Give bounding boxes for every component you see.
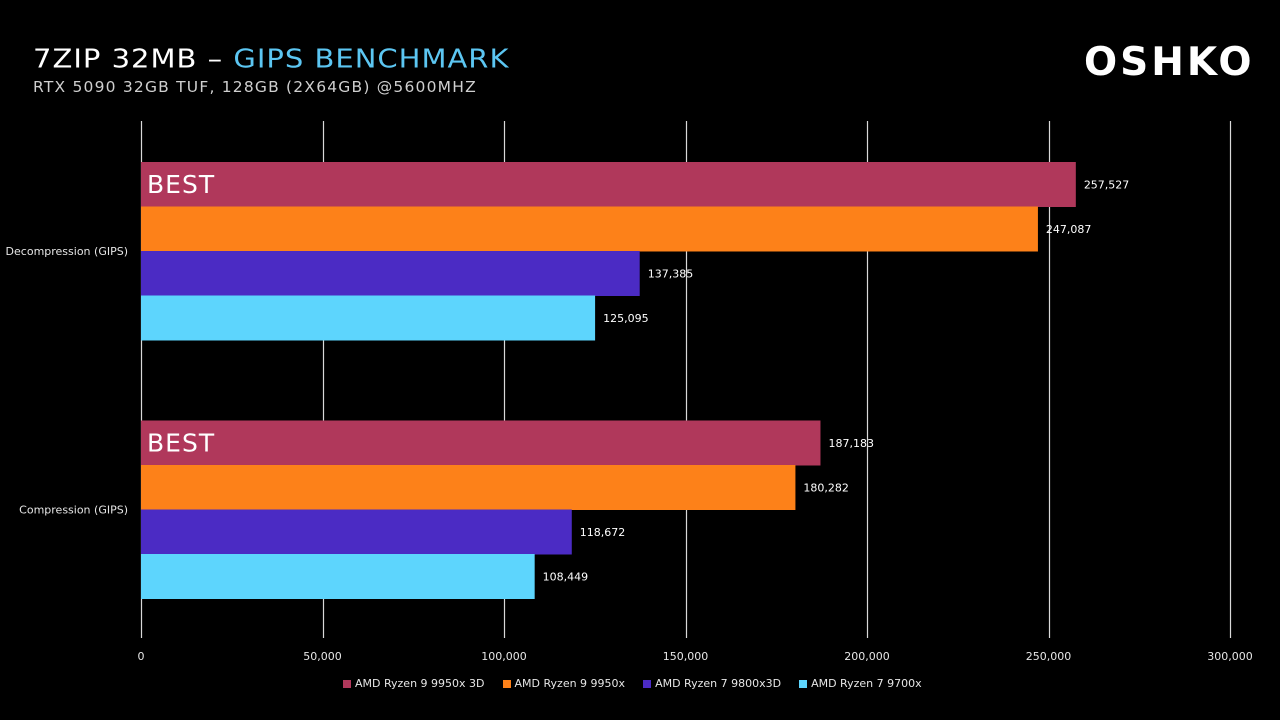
x-tick-label: 0 — [138, 650, 145, 663]
bar — [141, 206, 1038, 252]
legend-label: AMD Ryzen 9 9950x — [514, 677, 626, 690]
legend-item: AMD Ryzen 9 9950x — [502, 677, 626, 690]
legend-item: AMD Ryzen 7 9800x3D — [643, 677, 781, 690]
bar — [141, 465, 796, 510]
x-tick-label: 50,000 — [303, 650, 342, 663]
title-main: 7ZIP 32MB – — [33, 43, 234, 74]
legend-label: AMD Ryzen 7 9800x3D — [655, 677, 782, 690]
data-label: 257,527 — [1084, 178, 1130, 191]
x-tick-label: 250,000 — [1026, 650, 1072, 663]
chart-subtitle: RTX 5090 32GB TUF, 128GB (2X64GB) @5600M… — [33, 78, 477, 96]
data-label: 108,449 — [543, 570, 589, 583]
legend-swatch — [643, 679, 652, 688]
bar — [141, 162, 1076, 207]
bar — [141, 420, 821, 466]
x-tick-label: 150,000 — [663, 650, 709, 663]
legend-item: AMD Ryzen 7 9700x — [799, 677, 922, 690]
data-label: 180,282 — [803, 481, 849, 494]
bar — [141, 509, 572, 555]
legend-label: AMD Ryzen 9 9950x 3D — [355, 677, 485, 690]
best-annotation: BEST — [147, 170, 215, 199]
legend: AMD Ryzen 9 9950x 3D AMD Ryzen 9 9950x AMD… — [343, 677, 940, 690]
data-label: 137,385 — [648, 267, 694, 280]
data-label: 125,095 — [603, 312, 649, 325]
x-tick-label: 300,000 — [1207, 650, 1253, 663]
data-label: 118,672 — [580, 526, 626, 539]
legend-swatch — [343, 679, 351, 688]
bar — [141, 295, 596, 341]
legend-swatch — [502, 679, 511, 688]
x-tick-labels: 0 50,000 100,000 150,000 200,000 250,000 300,0… — [138, 650, 1253, 663]
bars — [141, 162, 1076, 599]
brand-logo: OSHKO — [1084, 40, 1255, 85]
bar — [141, 554, 535, 599]
chart-title: 7ZIP 32MB – GIPS BENCHMARK — [33, 43, 509, 74]
legend-swatch — [799, 679, 808, 688]
bar — [141, 251, 640, 296]
title-accent: GIPS BENCHMARK — [233, 43, 510, 74]
data-labels: 257,527 247,087 137,385 125,095 187,183 180,2… — [147, 170, 1129, 583]
legend-label: AMD Ryzen 7 9700x — [811, 677, 922, 690]
best-annotation: BEST — [147, 429, 215, 458]
category-label: Compression (GIPS) — [19, 504, 128, 517]
data-label: 187,183 — [828, 437, 874, 450]
x-tick-label: 200,000 — [844, 650, 890, 663]
category-label: Decompression (GIPS) — [6, 245, 128, 258]
x-tick-label: 100,000 — [481, 650, 527, 663]
category-labels: Decompression (GIPS) Compression (GIPS) — [6, 245, 128, 517]
data-label: 247,087 — [1046, 223, 1092, 236]
legend-item: AMD Ryzen 9 9950x 3D — [343, 677, 485, 690]
